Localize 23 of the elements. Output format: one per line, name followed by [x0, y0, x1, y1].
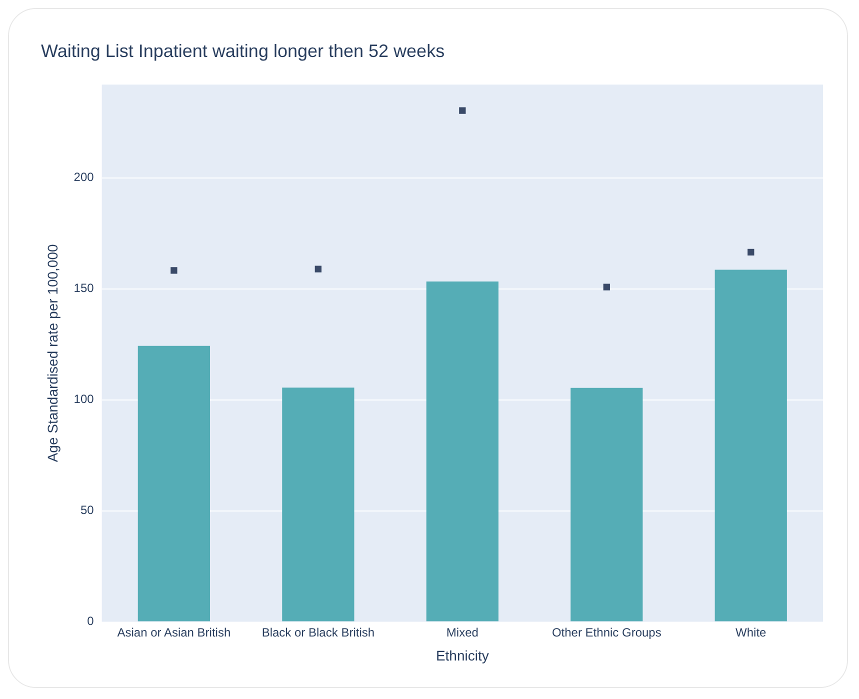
x-tick-label: Black or Black British [262, 625, 375, 640]
y-tick-label: 150 [74, 281, 94, 296]
point [314, 266, 322, 272]
point [459, 107, 466, 114]
point [748, 248, 754, 256]
y-tick-label: 100 [74, 392, 94, 406]
y-tick-label: 0 [87, 614, 94, 628]
x-tick-label: White [736, 625, 767, 640]
point [603, 284, 610, 290]
point [170, 267, 178, 274]
x-tick-label: Other Ethnic Groups [552, 625, 662, 640]
y-tick-label: 50 [80, 503, 94, 518]
bar [426, 282, 498, 622]
y-axis-title: Age Standardised rate per 100,000 [44, 244, 60, 462]
bar [138, 346, 210, 622]
x-tick-label: Mixed [446, 625, 478, 640]
bar [570, 388, 643, 622]
chart-title: Waiting List Inpatient waiting longer then 52 weeks [41, 40, 445, 61]
x-tick-label: Asian or Asian British [117, 625, 231, 640]
bar [714, 270, 787, 622]
x-axis-title: Ethnicity [436, 647, 489, 664]
bar [282, 388, 354, 622]
y-tick-label: 200 [74, 170, 94, 184]
